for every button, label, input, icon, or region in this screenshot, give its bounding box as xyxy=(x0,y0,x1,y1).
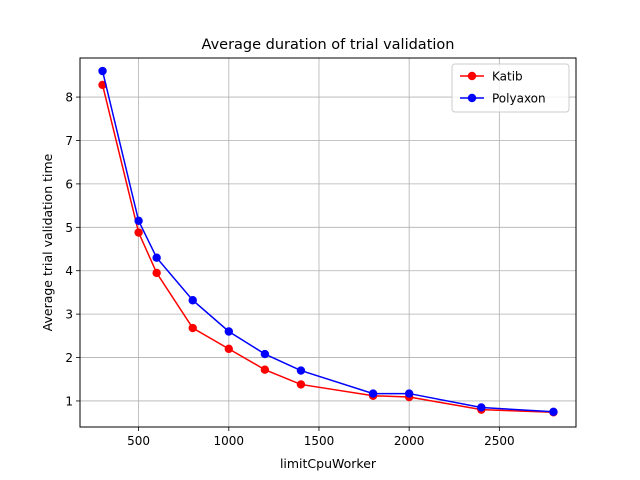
x-tick-label: 2500 xyxy=(484,434,515,448)
y-tick-label: 2 xyxy=(65,351,73,365)
legend-marker-katib xyxy=(467,71,477,81)
data-point-katib xyxy=(296,380,306,389)
legend-label-katib: Katib xyxy=(492,70,523,84)
data-point-polyaxon xyxy=(134,216,143,225)
data-point-polyaxon xyxy=(260,349,270,359)
y-tick-label: 3 xyxy=(65,308,73,322)
data-point-polyaxon xyxy=(477,403,486,412)
x-axis-label: limitCpuWorker xyxy=(280,456,377,471)
y-axis-ticks: 1 2 3 4 5 6 7 8 xyxy=(65,91,80,408)
chart-title: Average duration of trial validation xyxy=(202,37,455,53)
legend-marker-polyaxon xyxy=(467,93,477,103)
data-point-katib xyxy=(260,365,270,374)
data-point-polyaxon xyxy=(188,296,197,305)
data-point-katib xyxy=(152,268,161,278)
data-point-polyaxon xyxy=(296,366,306,375)
grid-lines xyxy=(80,58,576,427)
data-point-polyaxon xyxy=(152,253,161,262)
y-tick-label: 1 xyxy=(65,394,73,408)
y-tick-label: 4 xyxy=(65,264,73,278)
x-tick-label: 1000 xyxy=(214,434,245,448)
data-point-katib xyxy=(188,323,197,333)
x-tick-label: 2000 xyxy=(394,434,425,448)
series-polyaxon xyxy=(98,66,558,417)
data-point-katib xyxy=(134,228,143,237)
data-point-katib xyxy=(224,344,233,354)
data-point-polyaxon xyxy=(224,327,233,336)
y-tick-label: 5 xyxy=(65,221,73,235)
x-tick-label: 1500 xyxy=(304,434,335,448)
y-tick-label: 7 xyxy=(65,134,73,148)
x-tick-label: 500 xyxy=(127,434,150,448)
y-tick-label: 8 xyxy=(65,91,73,105)
data-point-polyaxon xyxy=(404,389,414,398)
plot-frame xyxy=(79,57,577,428)
data-point-polyaxon xyxy=(98,66,107,76)
data-point-polyaxon xyxy=(368,389,378,398)
series-layer xyxy=(98,66,558,417)
y-axis-label: Average trial validation time xyxy=(40,153,55,331)
legend: Katib Polyaxon xyxy=(451,63,570,113)
legend-label-polyaxon: Polyaxon xyxy=(492,92,546,106)
data-point-polyaxon xyxy=(549,407,558,417)
x-axis-ticks: 500 1000 1500 2000 2500 xyxy=(127,427,515,448)
y-tick-label: 6 xyxy=(65,177,73,191)
